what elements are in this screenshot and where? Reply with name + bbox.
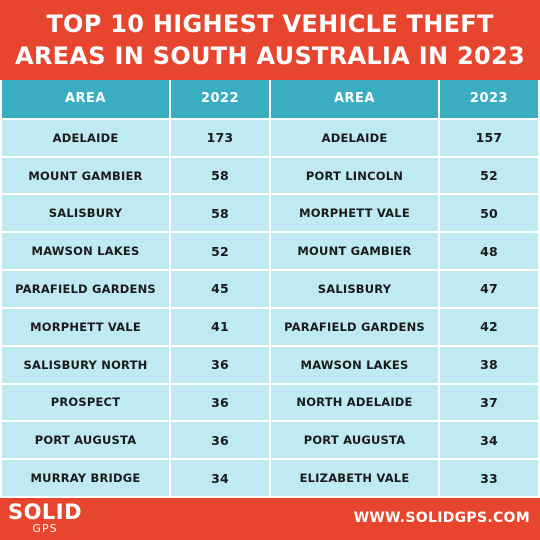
area-cell: SALISBURY <box>271 271 438 307</box>
table-row: SALISBURY 47 <box>271 271 538 307</box>
count-cell: 34 <box>440 422 538 459</box>
count-cell: 58 <box>171 195 269 232</box>
logo-word: SOLID <box>7 500 83 524</box>
table-row: NORTH ADELAIDE 37 <box>271 384 538 421</box>
count-cell: 36 <box>171 384 269 421</box>
area-cell: PORT AUGUSTA <box>271 422 438 459</box>
table-row: ADELAIDE 173 <box>2 119 269 156</box>
area-cell: PORT LINCOLN <box>271 157 438 194</box>
count-cell: 47 <box>440 271 538 307</box>
table-row: PORT AUGUSTA 36 <box>2 422 269 459</box>
area-cell: NORTH ADELAIDE <box>271 384 438 421</box>
area-cell: ADELAIDE <box>271 119 438 156</box>
table-row: SALISBURY NORTH 36 <box>2 346 269 383</box>
table-row: PARAFIELD GARDENS 42 <box>271 308 538 345</box>
area-cell: MOUNT GAMBIER <box>271 233 438 270</box>
count-cell: 42 <box>440 308 538 345</box>
count-cell: 33 <box>440 460 538 496</box>
table-row: MORPHETT VALE 41 <box>2 308 269 345</box>
table-row: MOUNT GAMBIER 58 <box>2 157 269 194</box>
table-row: MAWSON LAKES 52 <box>2 233 269 270</box>
count-cell: 36 <box>171 346 269 383</box>
table-row: MAWSON LAKES 38 <box>271 346 538 383</box>
table-row: MORPHETT VALE 50 <box>271 195 538 232</box>
count-cell: 50 <box>440 195 538 232</box>
table-row: MOUNT GAMBIER 48 <box>271 233 538 270</box>
area-cell: MORPHETT VALE <box>2 308 169 345</box>
column-header-year: 2022 <box>171 80 269 118</box>
column-header-area: AREA <box>271 80 438 118</box>
count-cell: 34 <box>171 460 269 496</box>
table-row: PARAFIELD GARDENS 45 <box>2 271 269 307</box>
count-cell: 37 <box>440 384 538 421</box>
area-cell: PORT AUGUSTA <box>2 422 169 459</box>
title-line-1: TOP 10 HIGHEST VEHICLE THEFT <box>46 10 494 38</box>
website-url: WWW.SOLIDGPS.COM <box>353 510 530 526</box>
area-cell: MAWSON LAKES <box>271 346 438 383</box>
tables-container: AREA 2022 ADELAIDE 173 MOUNT GAMBIER 58 SALISB… <box>0 80 540 498</box>
table-2023: AREA 2023 ADELAIDE 157 PORT LINCOLN 52 MORPHET… <box>271 80 538 498</box>
column-header-area: AREA <box>2 80 169 118</box>
area-cell: ADELAIDE <box>2 119 169 156</box>
table-row: MURRAY BRIDGE 34 <box>2 460 269 496</box>
count-cell: 52 <box>171 233 269 270</box>
area-cell: MOUNT GAMBIER <box>2 157 169 194</box>
table-row: ADELAIDE 157 <box>271 119 538 156</box>
column-header-year: 2023 <box>440 80 538 118</box>
count-cell: 52 <box>440 157 538 194</box>
count-cell: 36 <box>171 422 269 459</box>
table-row: PORT LINCOLN 52 <box>271 157 538 194</box>
area-cell: PROSPECT <box>2 384 169 421</box>
count-cell: 173 <box>171 119 269 156</box>
count-cell: 45 <box>171 271 269 307</box>
table-2022: AREA 2022 ADELAIDE 173 MOUNT GAMBIER 58 SALISB… <box>2 80 269 498</box>
area-cell: ELIZABETH VALE <box>271 460 438 496</box>
table-header-row: AREA 2022 <box>2 80 269 118</box>
table-row: PORT AUGUSTA 34 <box>271 422 538 459</box>
area-cell: MORPHETT VALE <box>271 195 438 232</box>
title-banner: TOP 10 HIGHEST VEHICLE THEFT AREAS IN SO… <box>0 0 540 80</box>
logo-subtext: GPS <box>32 522 58 535</box>
count-cell: 58 <box>171 157 269 194</box>
area-cell: MAWSON LAKES <box>2 233 169 270</box>
count-cell: 48 <box>440 233 538 270</box>
table-row: ELIZABETH VALE 33 <box>271 460 538 496</box>
count-cell: 157 <box>440 119 538 156</box>
table-header-row: AREA 2023 <box>271 80 538 118</box>
area-cell: PARAFIELD GARDENS <box>271 308 438 345</box>
count-cell: 38 <box>440 346 538 383</box>
title-line-2: AREAS IN SOUTH AUSTRALIA IN 2023 <box>15 42 525 70</box>
table-row: SALISBURY 58 <box>2 195 269 232</box>
area-cell: SALISBURY <box>2 195 169 232</box>
area-cell: SALISBURY NORTH <box>2 346 169 383</box>
area-cell: MURRAY BRIDGE <box>2 460 169 496</box>
footer-banner: SOLID GPS WWW.SOLIDGPS.COM <box>0 498 540 540</box>
solidgps-logo: SOLID GPS <box>7 500 83 539</box>
table-row: PROSPECT 36 <box>2 384 269 421</box>
area-cell: PARAFIELD GARDENS <box>2 271 169 307</box>
count-cell: 41 <box>171 308 269 345</box>
